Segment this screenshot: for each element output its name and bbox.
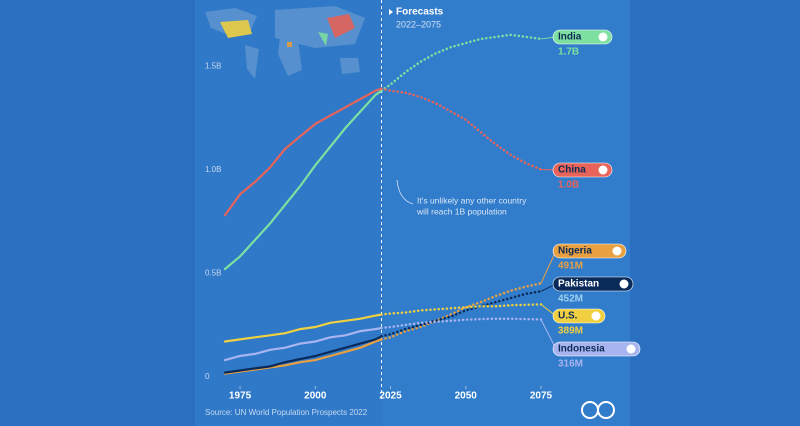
source: Source: UN World Population Prospects 20… [205, 408, 368, 417]
end-value-label: 389M [558, 326, 583, 337]
forecast-line-series [380, 303, 543, 316]
y-tick-label: 1.0B [205, 165, 221, 174]
forecast-range: 2022–2075 [396, 19, 441, 29]
label-pill [552, 243, 627, 259]
legend-label: Indonesia [558, 344, 605, 355]
label-pill [552, 341, 641, 357]
legend-label: India [558, 32, 582, 43]
world-map [205, 6, 365, 79]
end-value-label: 316M [558, 359, 583, 370]
y-tick-label: 1.5B [205, 61, 221, 70]
x-tick-label: 2050 [455, 391, 478, 402]
history-line-series [223, 87, 383, 217]
flag-icon [625, 343, 637, 355]
x-tick-label: 2000 [304, 391, 327, 402]
history-line-series [223, 335, 383, 374]
flag-icon [618, 278, 630, 290]
annotation-arrow [396, 179, 414, 205]
annotation: will reach 1B population [416, 206, 507, 216]
end-value-label: 1.0B [558, 180, 579, 191]
history-line-series [223, 313, 383, 343]
label-pill [552, 276, 634, 292]
x-tick-label: 2075 [530, 391, 553, 402]
label-pill [552, 29, 613, 45]
history-line-series [223, 89, 383, 271]
forecast-line-series [380, 87, 543, 171]
forecast-title: Forecasts [396, 7, 444, 18]
forecast-line-series [380, 33, 543, 92]
legend-label: U.S. [558, 311, 578, 322]
end-value-label: 491M [558, 261, 583, 272]
end-value-label: 452M [558, 294, 583, 305]
annotation: It's unlikely any other country [417, 195, 527, 205]
label-pill [552, 162, 613, 178]
label-connector [540, 319, 557, 350]
arrow-icon [389, 9, 393, 15]
flag-icon [597, 31, 609, 43]
flag-icon [597, 164, 609, 176]
y-tick-label: 0.5B [205, 268, 221, 277]
legend-label: Pakistan [558, 279, 599, 290]
legend-label: China [558, 165, 586, 176]
history-line-series [223, 326, 383, 362]
end-value-label: 1.7B [558, 47, 579, 58]
logo [581, 401, 615, 419]
flag-icon [590, 310, 602, 322]
x-tick-label: 1975 [229, 391, 252, 402]
label-connector [540, 250, 557, 284]
x-tick-label: 2025 [379, 391, 402, 402]
y-tick-label: 0 [205, 372, 210, 381]
forecast-line-series [380, 282, 543, 341]
flag-icon [611, 245, 623, 257]
forecast-line-series [380, 317, 543, 330]
legend-label: Nigeria [558, 246, 592, 257]
